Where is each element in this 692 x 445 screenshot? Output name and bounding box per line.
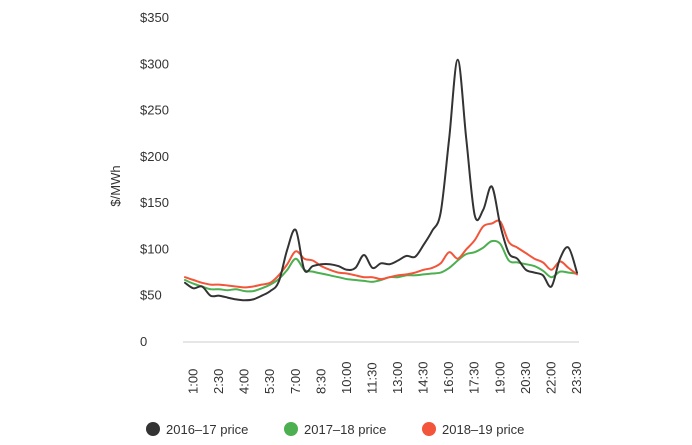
y-tick-label: $200 <box>140 149 169 164</box>
x-tick-label: 23:30 <box>569 361 584 394</box>
series-layer <box>184 58 578 302</box>
legend-marker <box>422 422 436 436</box>
y-axis-title: $/MWh <box>108 165 123 206</box>
x-tick-label: 4:00 <box>237 369 252 394</box>
y-tick-label: $300 <box>140 56 169 71</box>
legend-marker <box>146 422 160 436</box>
y-tick-label: $50 <box>140 288 162 303</box>
series-line <box>184 58 578 302</box>
x-tick-label: 1:00 <box>186 369 201 394</box>
y-tick-label: $350 <box>140 10 169 25</box>
x-tick-label: 20:30 <box>518 361 533 394</box>
x-tick-label: 10:00 <box>339 361 354 394</box>
x-tick-label: 22:00 <box>543 361 558 394</box>
y-tick-label: $100 <box>140 241 169 256</box>
x-tick-label: 13:00 <box>390 361 405 394</box>
y-axis: 0 $50 $100 $150 $200 $250 $300 $350 <box>140 10 169 349</box>
x-tick-label: 5:30 <box>262 369 277 394</box>
legend-item: 2018–19 price <box>422 422 524 437</box>
x-tick-label: 11:30 <box>364 362 379 394</box>
legend-label: 2018–19 price <box>442 422 524 437</box>
series-line <box>184 219 578 289</box>
legend-label: 2017–18 price <box>304 422 386 437</box>
x-tick-label: 16:00 <box>441 361 456 394</box>
x-axis: 1:00 2:30 4:00 5:30 7:00 8:30 10:00 11:30 13:00 1… <box>186 361 584 394</box>
legend-marker <box>284 422 298 436</box>
y-tick-label: $150 <box>140 195 169 210</box>
legend: 2016–17 price 2017–18 price 2018–19 price <box>146 422 524 437</box>
x-tick-label: 14:30 <box>416 361 431 394</box>
x-tick-label: 17:30 <box>467 361 482 394</box>
y-tick-label: 0 <box>140 334 147 349</box>
x-tick-label: 7:00 <box>288 369 303 394</box>
y-tick-label: $250 <box>140 103 169 118</box>
legend-item: 2016–17 price <box>146 422 248 437</box>
x-tick-label: 2:30 <box>211 369 226 394</box>
x-tick-label: 19:00 <box>492 361 507 394</box>
legend-item: 2017–18 price <box>284 422 386 437</box>
legend-label: 2016–17 price <box>166 422 248 437</box>
x-tick-label: 8:30 <box>313 369 328 394</box>
